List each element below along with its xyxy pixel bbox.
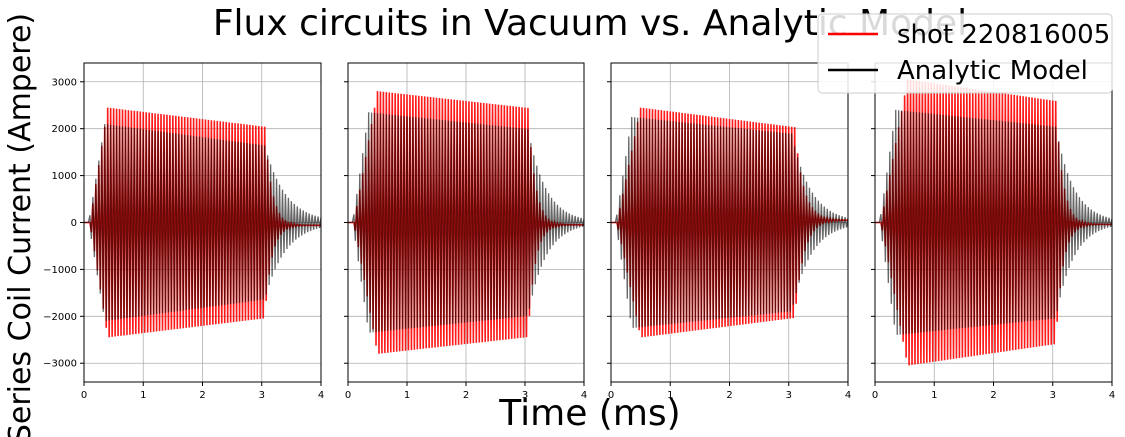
x-tick-label: 0 bbox=[872, 390, 878, 401]
x-tick-label: 3 bbox=[259, 390, 265, 401]
series-line-model bbox=[348, 112, 584, 333]
y-tick-label: 1000 bbox=[52, 171, 77, 182]
subplot-4: 0 1 2 3 4 bbox=[871, 62, 1115, 401]
y-tick-label: 2000 bbox=[52, 124, 77, 135]
x-tick-label: 3 bbox=[522, 390, 528, 401]
x-tick-label: 0 bbox=[345, 390, 351, 401]
legend-label-model: Analytic Model bbox=[897, 56, 1088, 86]
series-line-model bbox=[611, 116, 848, 328]
x-tick-label: 4 bbox=[845, 390, 851, 401]
x-tick-label: 4 bbox=[1109, 390, 1115, 401]
x-tick-label: 2 bbox=[726, 390, 732, 401]
x-axis-label: Time (ms) bbox=[498, 393, 680, 434]
x-tick-label: 0 bbox=[81, 390, 87, 401]
subplots: 0 1 2 3 4 −3000 −2000 −1000 0 1000 2000 3000 0 1 2 3 4 0 1… bbox=[43, 62, 1115, 401]
y-tick-label: 3000 bbox=[52, 77, 77, 88]
legend-label-shot: shot 220816005 bbox=[897, 20, 1110, 50]
y-tick-label: −1000 bbox=[43, 265, 77, 276]
y-tick-label: −3000 bbox=[43, 359, 77, 370]
x-tick-label: 1 bbox=[931, 390, 937, 401]
series-line-model bbox=[875, 109, 1112, 335]
x-tick-label: 1 bbox=[667, 390, 673, 401]
y-tick-label: 0 bbox=[71, 218, 77, 229]
x-tick-label: 4 bbox=[581, 390, 587, 401]
x-tick-label: 2 bbox=[199, 390, 205, 401]
x-tick-label: 3 bbox=[1050, 390, 1056, 401]
x-tick-label: 4 bbox=[318, 390, 324, 401]
x-tick-label: 2 bbox=[463, 390, 469, 401]
x-tick-label: 1 bbox=[404, 390, 410, 401]
subplot-1: 0 1 2 3 4 −3000 −2000 −1000 0 1000 2000 3000 bbox=[43, 62, 324, 401]
x-tick-label: 1 bbox=[140, 390, 146, 401]
subplot-2: 0 1 2 3 4 bbox=[344, 62, 587, 401]
x-tick-label: 2 bbox=[990, 390, 996, 401]
x-tick-label: 3 bbox=[786, 390, 792, 401]
legend-frame bbox=[817, 13, 1113, 94]
x-tick-label: 0 bbox=[608, 390, 614, 401]
y-axis-label: Series Coil Current (Ampere) bbox=[3, 13, 38, 437]
y-tick-label: −2000 bbox=[43, 312, 77, 323]
series-line-model bbox=[84, 123, 321, 321]
subplot-3: 0 1 2 3 4 bbox=[607, 62, 851, 401]
legend: shot 220816005 Analytic Model bbox=[817, 13, 1113, 94]
